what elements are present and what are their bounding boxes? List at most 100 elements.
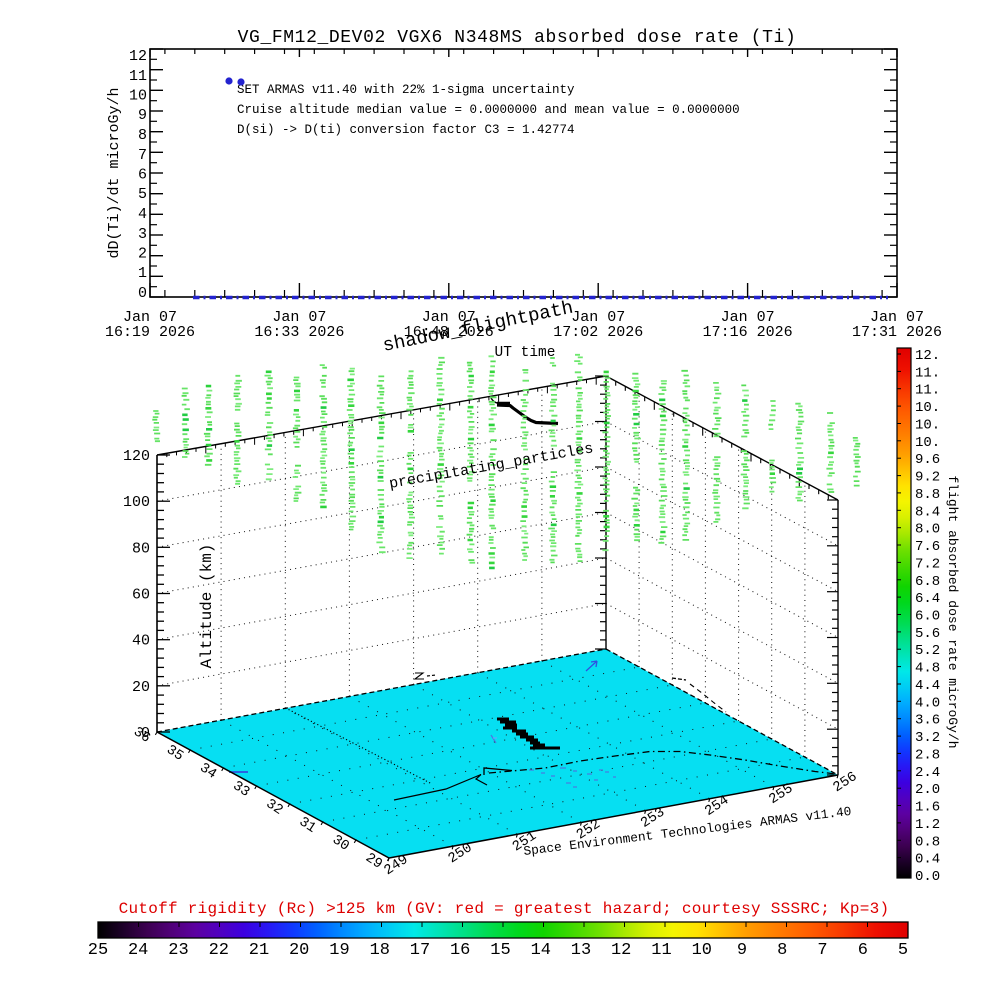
svg-text:2.4: 2.4 bbox=[915, 765, 940, 781]
svg-text:40: 40 bbox=[132, 633, 150, 650]
svg-text:4.0: 4.0 bbox=[915, 695, 940, 711]
svg-text:0: 0 bbox=[138, 285, 147, 302]
svg-text:Jan 07: Jan 07 bbox=[123, 309, 177, 326]
svg-text:23: 23 bbox=[168, 941, 188, 960]
svg-text:8.0: 8.0 bbox=[915, 522, 940, 538]
svg-text:3: 3 bbox=[138, 226, 147, 243]
svg-text:12: 12 bbox=[129, 48, 147, 65]
svg-text:1: 1 bbox=[138, 265, 147, 282]
svg-text:9.6: 9.6 bbox=[915, 452, 940, 468]
svg-text:120: 120 bbox=[123, 448, 150, 465]
svg-text:7.6: 7.6 bbox=[915, 539, 940, 555]
svg-text:15: 15 bbox=[490, 941, 510, 960]
svg-text:3.2: 3.2 bbox=[915, 730, 940, 746]
svg-text:1.6: 1.6 bbox=[915, 800, 940, 816]
svg-text:20: 20 bbox=[289, 941, 309, 960]
svg-text:10.: 10. bbox=[915, 400, 940, 416]
svg-text:Jan 07: Jan 07 bbox=[272, 309, 326, 326]
svg-text:11.: 11. bbox=[915, 365, 940, 381]
svg-text:VG_FM12_DEV02 VGX6 N348MS abso: VG_FM12_DEV02 VGX6 N348MS absorbed dose … bbox=[238, 28, 797, 48]
svg-text:Cruise altitude median value =: Cruise altitude median value = 0.0000000… bbox=[237, 103, 740, 117]
svg-text:9.2: 9.2 bbox=[915, 470, 940, 486]
svg-text:dD(Ti)/dt microGy/h: dD(Ti)/dt microGy/h bbox=[106, 87, 123, 258]
svg-text:10: 10 bbox=[692, 941, 712, 960]
svg-text:2.0: 2.0 bbox=[915, 782, 940, 798]
svg-text:25: 25 bbox=[88, 941, 108, 960]
svg-text:7: 7 bbox=[138, 147, 147, 164]
svg-text:6.0: 6.0 bbox=[915, 609, 940, 625]
svg-text:Jan 07: Jan 07 bbox=[422, 309, 476, 326]
svg-text:8.4: 8.4 bbox=[915, 504, 940, 520]
svg-text:8.8: 8.8 bbox=[915, 487, 940, 503]
svg-text:Altitude (km): Altitude (km) bbox=[198, 544, 216, 669]
svg-text:2.8: 2.8 bbox=[915, 747, 940, 763]
svg-text:7: 7 bbox=[817, 941, 827, 960]
svg-text:100: 100 bbox=[123, 494, 150, 511]
svg-text:2: 2 bbox=[138, 246, 147, 263]
svg-text:flight absorbed dose rate micr: flight absorbed dose rate microGy/h bbox=[945, 475, 960, 748]
svg-text:0.8: 0.8 bbox=[915, 834, 940, 850]
svg-text:80: 80 bbox=[132, 540, 150, 557]
svg-text:UT time: UT time bbox=[495, 345, 556, 361]
svg-text:Jan 07: Jan 07 bbox=[571, 309, 625, 326]
svg-text:5.2: 5.2 bbox=[915, 643, 940, 659]
svg-text:0: 0 bbox=[141, 725, 150, 742]
svg-text:4.8: 4.8 bbox=[915, 661, 940, 677]
svg-text:Jan 07: Jan 07 bbox=[721, 309, 775, 326]
svg-text:30: 30 bbox=[329, 832, 352, 855]
svg-text:5.6: 5.6 bbox=[915, 626, 940, 642]
svg-text:Jan 07: Jan 07 bbox=[870, 309, 924, 326]
svg-text:7.2: 7.2 bbox=[915, 556, 940, 572]
svg-text:5: 5 bbox=[898, 941, 908, 960]
svg-text:19: 19 bbox=[329, 941, 349, 960]
svg-text:16:48 2026: 16:48 2026 bbox=[404, 324, 494, 341]
svg-text:16:33 2026: 16:33 2026 bbox=[254, 324, 344, 341]
svg-text:20: 20 bbox=[132, 679, 150, 696]
svg-text:32: 32 bbox=[263, 796, 286, 819]
svg-text:SET ARMAS v11.40 with 22% 1-si: SET ARMAS v11.40 with 22% 1-sigma uncert… bbox=[237, 83, 575, 97]
svg-text:6: 6 bbox=[138, 167, 147, 184]
svg-text:9: 9 bbox=[138, 107, 147, 124]
svg-text:14: 14 bbox=[531, 941, 551, 960]
svg-text:22: 22 bbox=[209, 941, 229, 960]
svg-text:12: 12 bbox=[611, 941, 631, 960]
svg-text:17:16 2026: 17:16 2026 bbox=[703, 324, 793, 341]
svg-text:9: 9 bbox=[737, 941, 747, 960]
svg-text:18: 18 bbox=[370, 941, 390, 960]
svg-text:8: 8 bbox=[777, 941, 787, 960]
svg-text:6: 6 bbox=[858, 941, 868, 960]
svg-text:34: 34 bbox=[197, 760, 220, 783]
svg-text:1.2: 1.2 bbox=[915, 817, 940, 833]
svg-text:33: 33 bbox=[230, 778, 253, 801]
svg-text:6.4: 6.4 bbox=[915, 591, 940, 607]
svg-text:24: 24 bbox=[128, 941, 148, 960]
svg-text:6.8: 6.8 bbox=[915, 574, 940, 590]
svg-text:10.: 10. bbox=[915, 435, 940, 451]
svg-text:10.: 10. bbox=[915, 418, 940, 434]
svg-text:10: 10 bbox=[129, 88, 147, 105]
svg-text:17: 17 bbox=[410, 941, 430, 960]
svg-text:Cutoff rigidity (Rc) >125 km (: Cutoff rigidity (Rc) >125 km (GV: red = … bbox=[119, 900, 890, 918]
svg-text:31: 31 bbox=[296, 814, 319, 837]
svg-text:17:31 2026: 17:31 2026 bbox=[852, 324, 942, 341]
svg-text:5: 5 bbox=[138, 186, 147, 203]
svg-text:13: 13 bbox=[571, 941, 591, 960]
svg-text:36: 36 bbox=[130, 724, 153, 747]
svg-text:8: 8 bbox=[138, 127, 147, 144]
svg-text:16: 16 bbox=[450, 941, 470, 960]
svg-text:D(si) -> D(ti) conversion fact: D(si) -> D(ti) conversion factor C3 = 1.… bbox=[237, 123, 575, 137]
svg-text:3.6: 3.6 bbox=[915, 713, 940, 729]
svg-text:35: 35 bbox=[163, 742, 186, 765]
svg-text:12.: 12. bbox=[915, 348, 940, 364]
svg-text:11: 11 bbox=[651, 941, 671, 960]
svg-text:0.0: 0.0 bbox=[915, 869, 940, 885]
svg-text:4: 4 bbox=[138, 206, 147, 223]
svg-text:11: 11 bbox=[129, 68, 147, 85]
svg-text:4.4: 4.4 bbox=[915, 678, 940, 694]
svg-text:29: 29 bbox=[362, 850, 385, 873]
svg-text:11.: 11. bbox=[915, 383, 940, 399]
svg-text:0.4: 0.4 bbox=[915, 852, 940, 868]
svg-text:17:02 2026: 17:02 2026 bbox=[553, 324, 643, 341]
svg-text:21: 21 bbox=[249, 941, 269, 960]
svg-text:60: 60 bbox=[132, 587, 150, 604]
